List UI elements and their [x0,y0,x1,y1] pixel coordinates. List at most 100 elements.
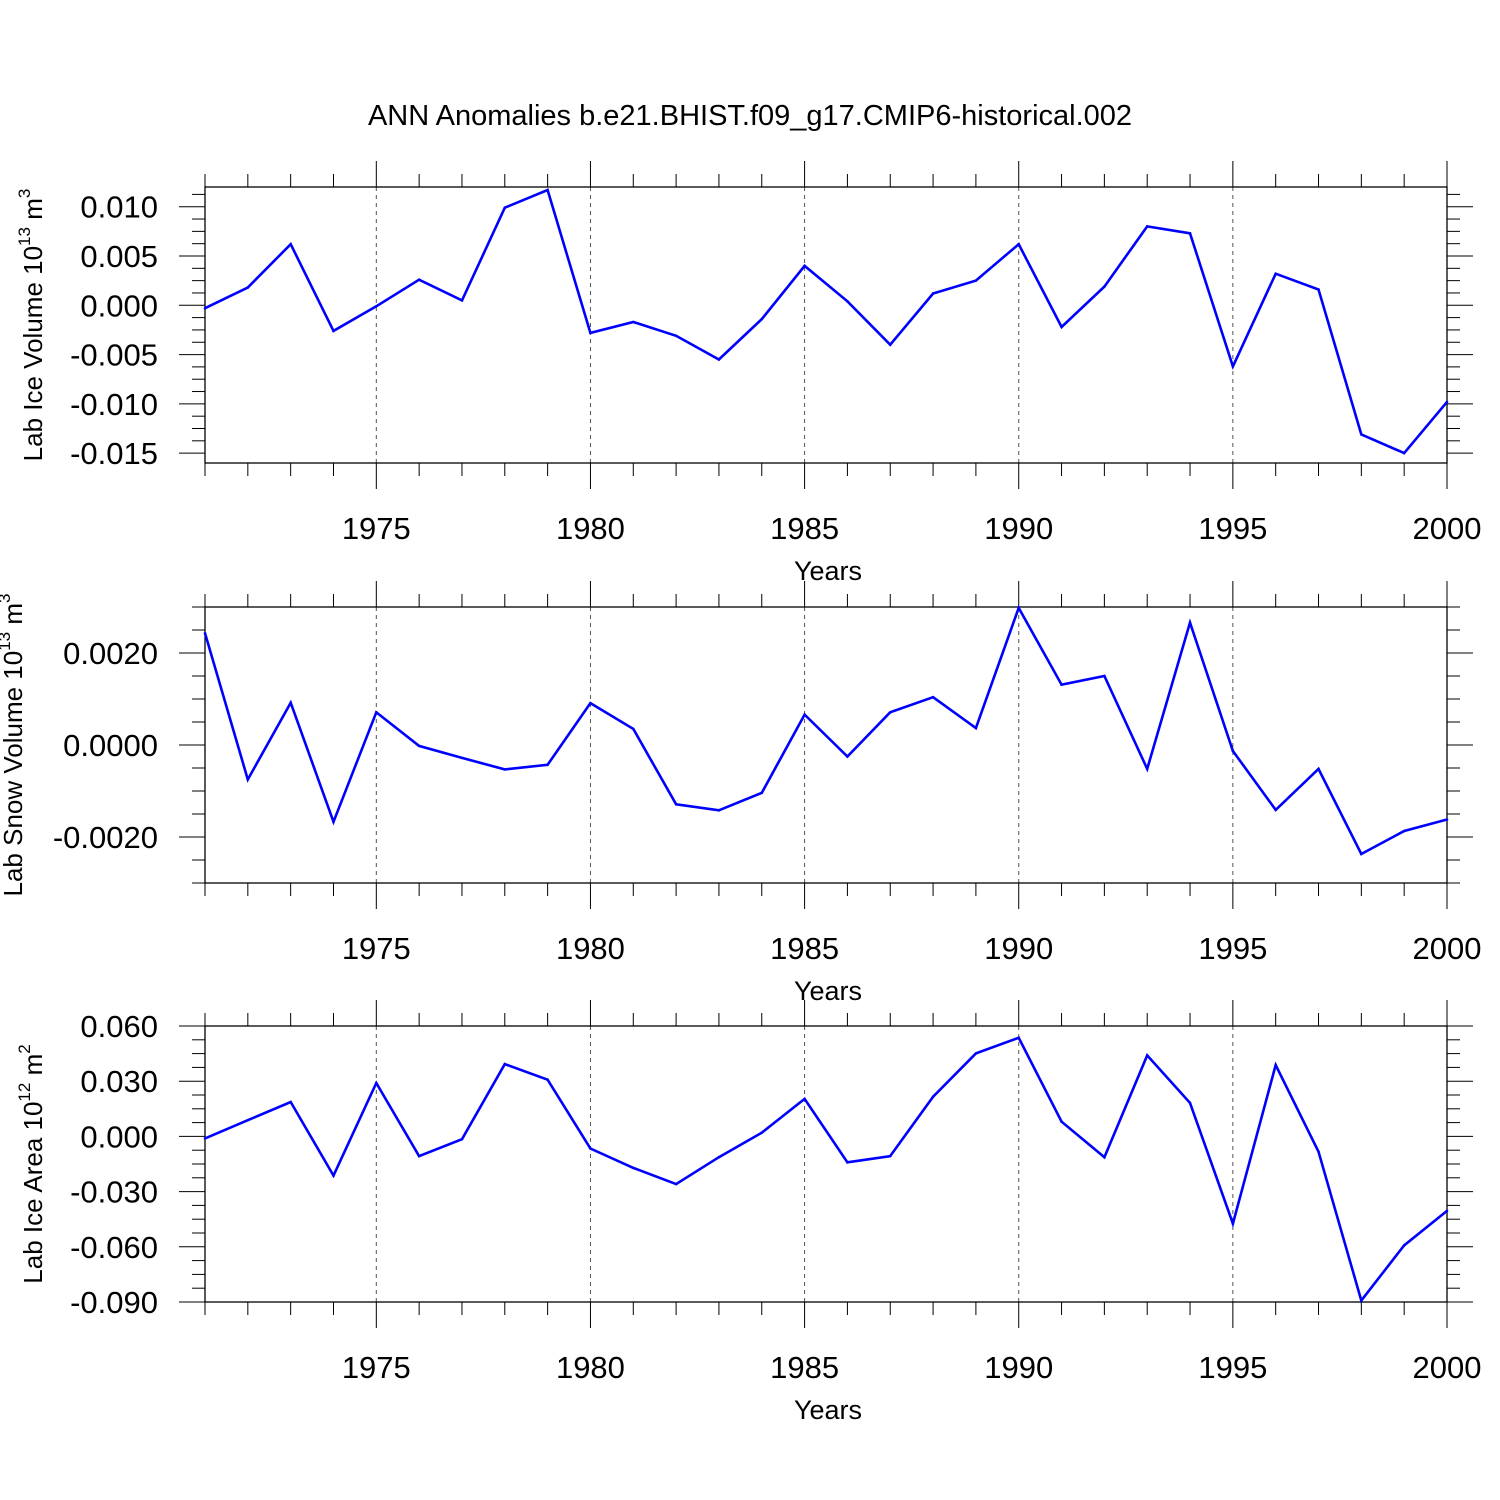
data-point-1977 [460,756,464,760]
data-point-1981 [631,727,635,731]
data-point-1979 [546,1078,549,1082]
data-point-2000 [1445,400,1449,404]
data-point-1980 [589,331,592,335]
data-point-1990 [1017,242,1021,246]
data-point-1998 [1360,1299,1363,1302]
data-point-1996 [1274,1063,1277,1067]
data-point-1976 [417,1154,421,1158]
data-point-1978 [503,768,507,771]
data-point-1994 [1188,232,1192,235]
y-tick-label: -0.030 [70,1175,158,1210]
data-point-1988 [931,292,935,295]
y-axis-label: Lab Snow Volume 1013 m3 [0,593,28,896]
x-tick-label: 1995 [1198,931,1267,966]
data-point-1986 [846,300,849,303]
plot-frame-ice-volume [204,186,1448,464]
x-tick-label: 1995 [1198,1350,1267,1385]
data-point-1989 [974,726,978,730]
data-point-1985 [803,713,806,716]
data-point-1997 [1317,1150,1320,1153]
data-point-1987 [888,1154,892,1158]
x-axis-label: Years [794,976,862,1006]
data-point-1975 [375,1081,378,1085]
data-point-1973 [289,242,292,246]
data-point-1989 [974,279,978,282]
data-point-1995 [1231,1222,1235,1225]
data-point-1978 [503,206,507,209]
data-point-1995 [1231,749,1235,753]
x-tick-label: 2000 [1413,1350,1482,1385]
data-point-1991 [1060,1120,1063,1123]
data-point-1971 [203,1137,207,1140]
data-point-1973 [289,701,292,704]
y-tick-label: 0.0000 [63,728,158,763]
data-point-1996 [1274,808,1277,812]
data-point-1976 [417,744,421,748]
panel-ice-volume: 0.010 0.005 0.000 -0.005 -0.010 -0.015 1975 198… [15,161,1481,586]
data-point-1992 [1103,674,1106,678]
data-point-1983 [717,1155,721,1159]
data-point-1975 [375,304,378,308]
x-tick-label: 1985 [770,931,839,966]
y-axis-label: Lab Ice Volume 1013 m3 [15,189,48,462]
data-point-1974 [332,820,335,824]
x-tick-label: 1995 [1198,511,1267,546]
x-tick-label: 1985 [770,1350,839,1385]
series-line-ice-volume [204,188,1448,455]
data-point-1985 [803,264,806,268]
y-tick-label: -0.010 [70,387,158,422]
data-point-1982 [674,1182,678,1186]
data-point-2000 [1445,818,1449,821]
x-tick-label: 1980 [556,1350,625,1385]
x-tick-label: 1975 [342,511,411,546]
data-point-1999 [1402,1244,1406,1247]
data-point-1983 [717,358,721,361]
data-point-1986 [846,755,849,758]
data-point-1984 [760,1131,764,1135]
plot-frame-ice-area [204,1025,1448,1303]
data-point-1987 [888,711,892,714]
data-point-1999 [1402,451,1406,455]
data-point-1989 [974,1052,978,1055]
data-point-1982 [674,334,678,338]
data-point-1981 [631,320,635,324]
plot-frame-snow-volume [204,606,1448,884]
y-tick-label: 0.030 [80,1064,158,1099]
data-point-1998 [1360,852,1363,856]
data-point-1997 [1317,767,1320,771]
data-point-1994 [1188,621,1192,624]
data-point-1991 [1060,325,1063,329]
data-point-1996 [1274,272,1277,276]
x-axis-label: Years [794,1395,862,1425]
data-point-1972 [246,778,250,781]
data-point-1980 [589,1147,592,1150]
data-point-1994 [1188,1101,1192,1105]
data-point-1985 [803,1097,806,1101]
y-tick-label: 0.000 [80,288,158,323]
y-tick-label: 0.000 [80,1119,158,1154]
x-tick-label: 2000 [1413,511,1482,546]
data-point-1992 [1103,1155,1106,1159]
x-tick-label: 1975 [342,931,411,966]
data-point-1987 [888,343,892,347]
data-point-1974 [332,329,335,333]
data-point-1988 [931,695,935,699]
y-tick-label: 0.010 [80,190,158,225]
data-point-1972 [246,1118,250,1122]
panel-snow-volume: 0.0020 0.0000 -0.0020 1975 1980 1985 1990 1995 2… [0,581,1481,1006]
data-point-1983 [717,809,721,812]
x-tick-label: 1985 [770,511,839,546]
data-point-1986 [846,1161,849,1164]
y-tick-label: -0.005 [70,338,158,373]
data-point-1971 [203,306,207,310]
y-tick-label: -0.060 [70,1230,158,1265]
data-point-1995 [1231,365,1235,368]
data-point-1991 [1060,683,1063,687]
data-point-1998 [1360,433,1363,436]
panel-ice-area: 0.060 0.030 0.000 -0.030 -0.060 -0.090 1975 198… [15,1000,1481,1425]
x-tick-label: 1975 [342,1350,411,1385]
series-line-snow-volume [203,604,1448,856]
data-point-1976 [417,278,421,281]
chart-title: ANN Anomalies b.e21.BHIST.f09_g17.CMIP6-… [368,100,1132,132]
